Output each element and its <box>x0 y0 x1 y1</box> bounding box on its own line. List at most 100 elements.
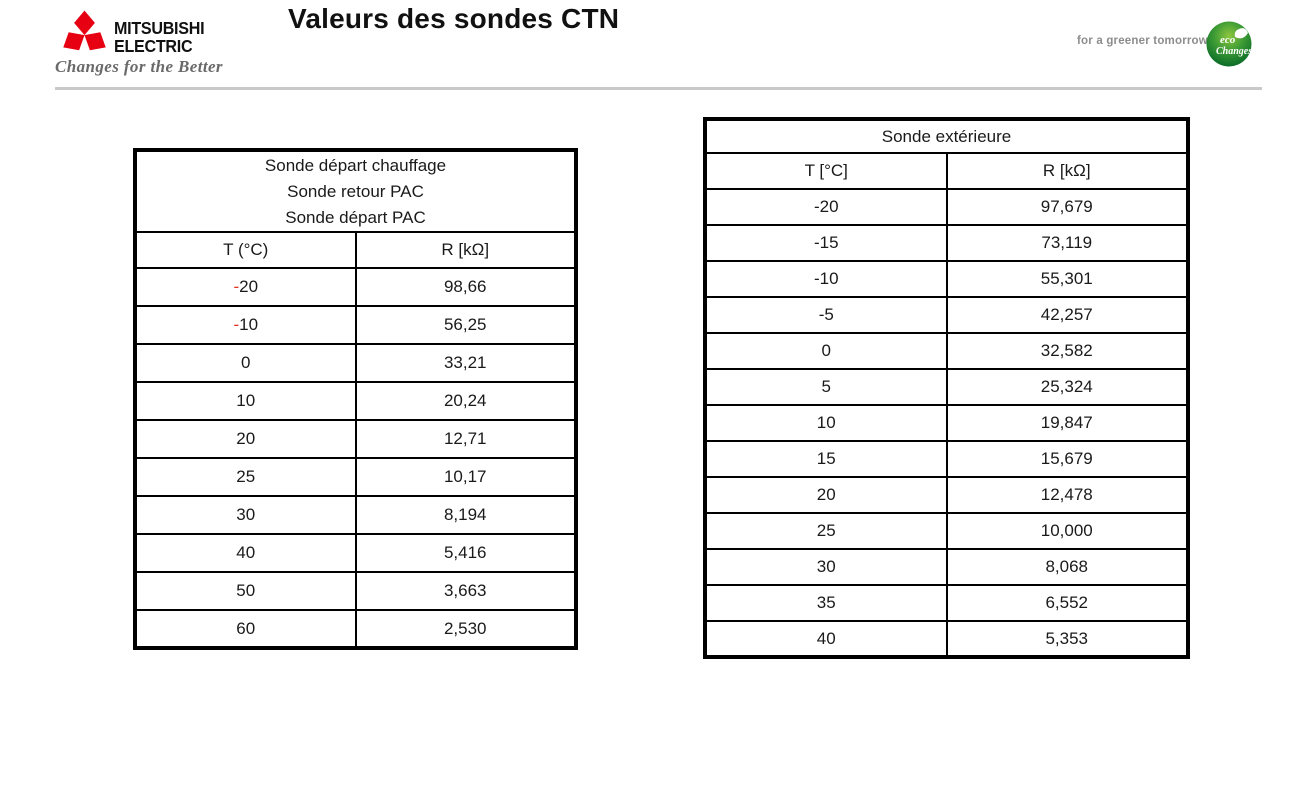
column-header-row: T (°C) R [kΩ] <box>134 231 577 269</box>
table-row: 0 33,21 <box>134 343 577 383</box>
temperature-cell: 10 <box>134 381 357 421</box>
temperature-cell: 40 <box>704 620 948 658</box>
temperature-cell: 10 <box>704 404 948 442</box>
table-caption-row: Sonde départ chauffage Sonde retour PAC … <box>134 149 577 233</box>
table-row: -20 97,679 <box>704 188 1189 226</box>
temperature-cell: -5 <box>704 296 948 334</box>
temperature-cell: 20 <box>134 419 357 459</box>
resistance-cell: 19,847 <box>945 404 1189 442</box>
temperature-cell: 15 <box>704 440 948 478</box>
temperature-cell: -10 <box>704 260 948 298</box>
right-table-body: -20 97,679 -15 73,119 -10 55,301 -5 42,257 0 32,5… <box>704 188 1189 658</box>
resistance-cell: 8,068 <box>945 548 1189 586</box>
brand-line-1: MITSUBISHI <box>114 18 205 38</box>
temperature-cell: 50 <box>134 571 357 611</box>
temperature-cell: 35 <box>704 584 948 622</box>
resistance-column-header: R [kΩ] <box>945 152 1189 190</box>
table-row: 40 5,353 <box>704 620 1189 658</box>
resistance-cell: 8,194 <box>354 495 577 535</box>
table-caption: Sonde départ chauffage Sonde retour PAC … <box>134 149 577 233</box>
table-row: -15 73,119 <box>704 224 1189 262</box>
page-title: Valeurs des sondes CTN <box>288 3 620 34</box>
left-table-body: -20 98,66 -10 56,25 0 33,21 10 20,24 20 12,71 25 10… <box>134 267 577 649</box>
table-row: -10 56,25 <box>134 305 577 345</box>
temperature-cell: -20 <box>704 188 948 226</box>
mitsubishi-electric-wordmark: MITSUBISHI ELECTRIC <box>114 18 205 56</box>
resistance-column-header: R [kΩ] <box>354 231 577 269</box>
resistance-cell: 20,24 <box>354 381 577 421</box>
mitsubishi-three-diamond-logo <box>63 10 106 51</box>
eco-badge-line-1: eco <box>1220 34 1236 46</box>
red-minus-sign: - <box>233 315 240 334</box>
temperature-cell: -20 <box>134 267 357 307</box>
table-row: 0 32,582 <box>704 332 1189 370</box>
resistance-cell: 25,324 <box>945 368 1189 406</box>
outdoor-sensor-table: Sonde extérieure T [°C] R [kΩ] -20 97,679… <box>703 117 1190 659</box>
temperature-cell: -10 <box>134 305 357 345</box>
table-row: 35 6,552 <box>704 584 1189 622</box>
temperature-cell: 20 <box>704 476 948 514</box>
temperature-cell: 40 <box>134 533 357 573</box>
resistance-cell: 5,353 <box>945 620 1189 658</box>
table-row: 30 8,068 <box>704 548 1189 586</box>
caption-line-1: Sonde départ chauffage <box>264 155 447 175</box>
greener-tomorrow-tagline: for a greener tomorrow <box>1077 35 1208 47</box>
resistance-cell: 12,71 <box>354 419 577 459</box>
temperature-cell: 25 <box>134 457 357 497</box>
brand-tagline: Changes for the Better <box>55 57 223 76</box>
caption-line-3: Sonde départ PAC <box>285 207 426 227</box>
table-row: 60 2,530 <box>134 609 577 649</box>
resistance-cell: 15,679 <box>945 440 1189 478</box>
temperature-cell: 0 <box>704 332 948 370</box>
resistance-cell: 12,478 <box>945 476 1189 514</box>
table-row: 20 12,478 <box>704 476 1189 514</box>
table-row: 5 25,324 <box>704 368 1189 406</box>
resistance-cell: 10,17 <box>354 457 577 497</box>
resistance-cell: 97,679 <box>945 188 1189 226</box>
caption-line-2: Sonde retour PAC <box>287 181 424 201</box>
temperature-cell: 5 <box>704 368 948 406</box>
heating-sensors-table: Sonde départ chauffage Sonde retour PAC … <box>133 148 578 650</box>
resistance-cell: 73,119 <box>945 224 1189 262</box>
temperature-cell: 60 <box>134 609 357 649</box>
resistance-cell: 5,416 <box>354 533 577 573</box>
table-caption: Sonde extérieure <box>704 118 1189 154</box>
brand-line-2: ELECTRIC <box>114 36 193 56</box>
table-row: -5 42,257 <box>704 296 1189 334</box>
resistance-cell: 3,663 <box>354 571 577 611</box>
resistance-cell: 32,582 <box>945 332 1189 370</box>
table-row: 40 5,416 <box>134 533 577 573</box>
temperature-column-header: T [°C] <box>704 152 948 190</box>
resistance-cell: 42,257 <box>945 296 1189 334</box>
temperature-cell: 30 <box>134 495 357 535</box>
resistance-cell: 10,000 <box>945 512 1189 550</box>
temperature-cell: 30 <box>704 548 948 586</box>
resistance-cell: 6,552 <box>945 584 1189 622</box>
table-row: -20 98,66 <box>134 267 577 307</box>
resistance-cell: 98,66 <box>354 267 577 307</box>
table-row: 10 19,847 <box>704 404 1189 442</box>
resistance-cell: 2,530 <box>354 609 577 649</box>
table-row: 10 20,24 <box>134 381 577 421</box>
table-row: -10 55,301 <box>704 260 1189 298</box>
table-caption-row: Sonde extérieure <box>704 118 1189 154</box>
header-divider-rule <box>55 87 1262 90</box>
resistance-cell: 55,301 <box>945 260 1189 298</box>
eco-badge-line-2: Changes <box>1216 46 1252 57</box>
temperature-cell: 25 <box>704 512 948 550</box>
table-row: 30 8,194 <box>134 495 577 535</box>
red-minus-sign: - <box>233 277 240 296</box>
temperature-cell: 0 <box>134 343 357 383</box>
table-row: 20 12,71 <box>134 419 577 459</box>
column-header-row: T [°C] R [kΩ] <box>704 152 1189 190</box>
table-row: 50 3,663 <box>134 571 577 611</box>
resistance-cell: 33,21 <box>354 343 577 383</box>
leaf-icon <box>1234 28 1248 39</box>
table-row: 25 10,000 <box>704 512 1189 550</box>
table-row: 15 15,679 <box>704 440 1189 478</box>
resistance-cell: 56,25 <box>354 305 577 345</box>
temperature-cell: -15 <box>704 224 948 262</box>
temperature-column-header: T (°C) <box>134 231 357 269</box>
table-row: 25 10,17 <box>134 457 577 497</box>
eco-changes-badge-icon: eco Changes <box>1206 21 1252 67</box>
